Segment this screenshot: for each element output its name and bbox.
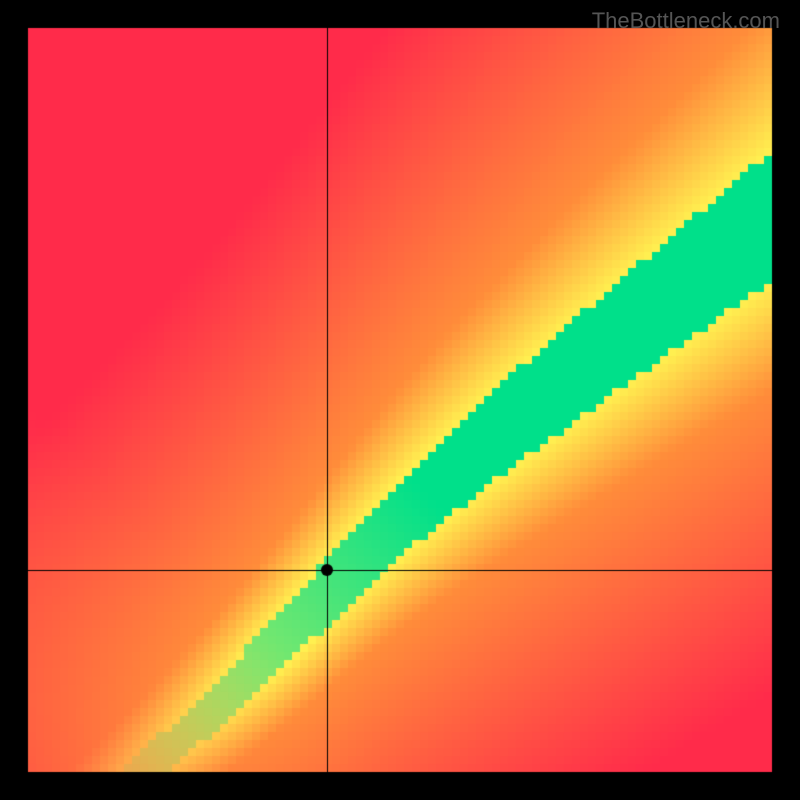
watermark-text: TheBottleneck.com — [592, 8, 780, 34]
bottleneck-heatmap — [0, 0, 800, 800]
